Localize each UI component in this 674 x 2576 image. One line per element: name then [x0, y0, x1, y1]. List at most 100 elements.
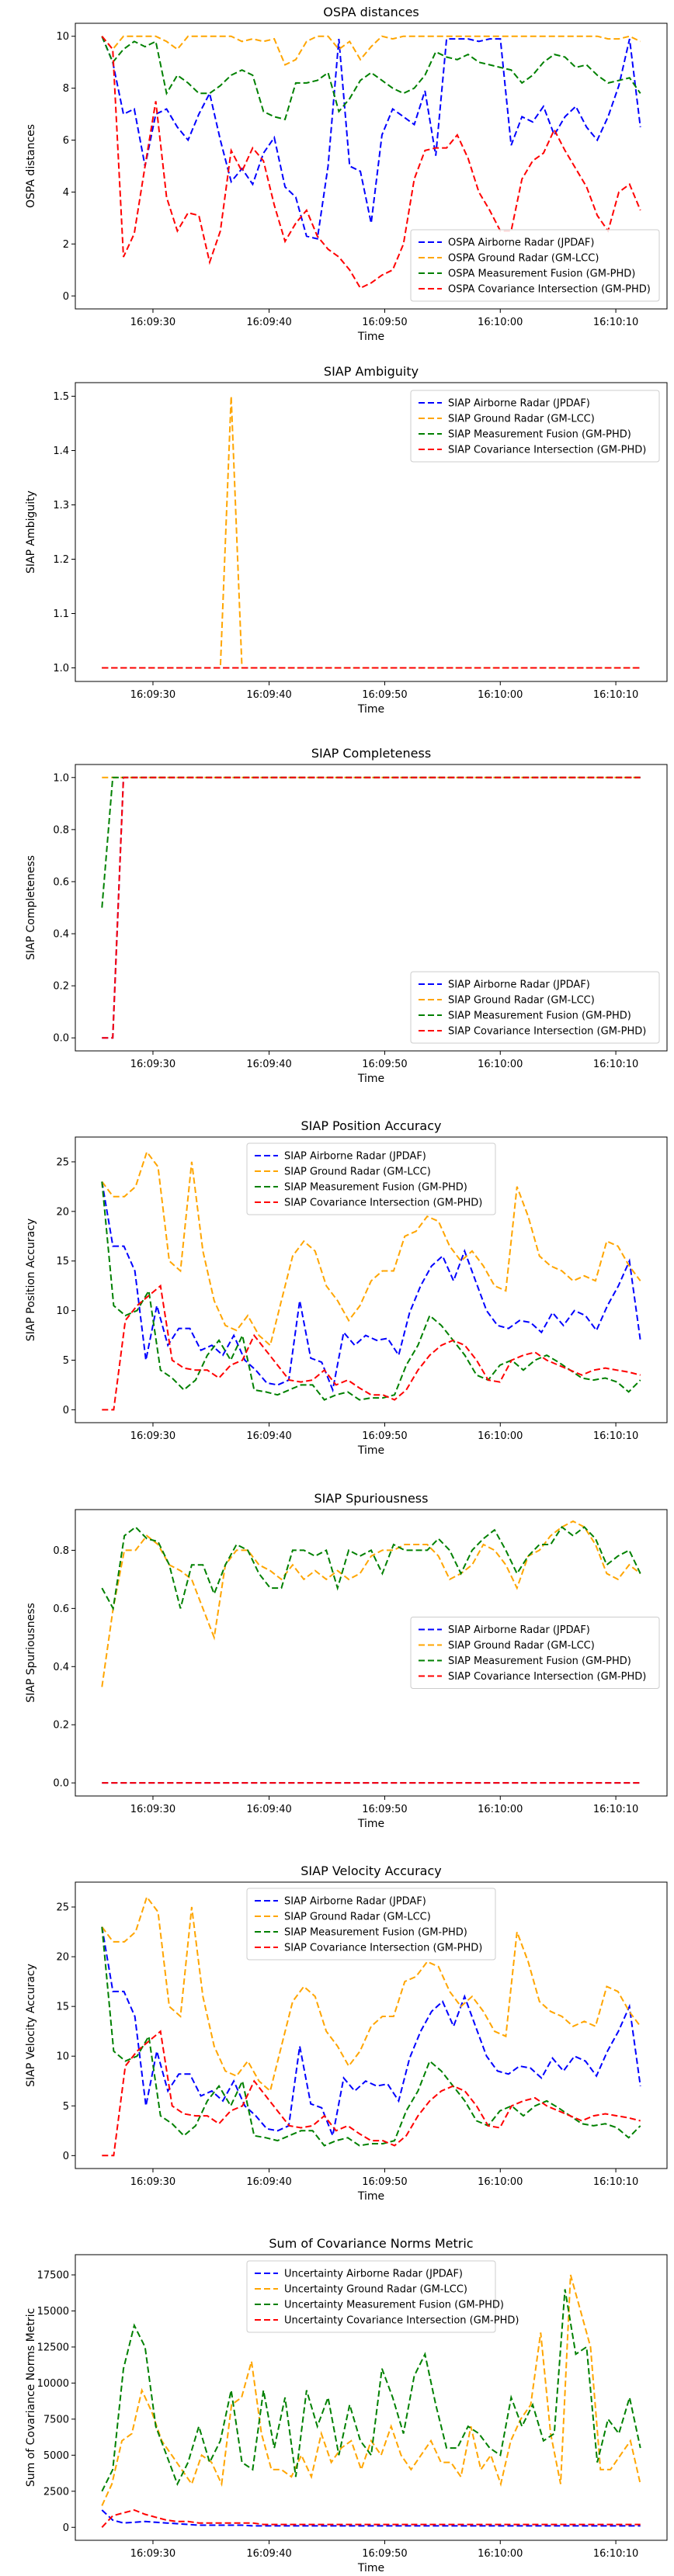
legend-entry: Uncertainty Airborne Radar (JPDAF) [284, 2269, 463, 2280]
x-axis-label: Time [357, 2562, 384, 2574]
legend-entry: OSPA Measurement Fusion (GM-PHD) [448, 269, 635, 280]
legend-entry: SIAP Covariance Intersection (GM-PHD) [448, 445, 646, 456]
x-tick-label: 16:09:40 [246, 689, 291, 701]
x-tick-label: 16:10:10 [593, 317, 638, 328]
y-tick-label: 0 [63, 2522, 69, 2534]
x-tick-label: 16:09:40 [246, 1059, 291, 1070]
x-tick-label: 16:09:50 [362, 1804, 407, 1815]
chart-title: SIAP Ambiguity [324, 364, 419, 379]
y-tick-label: 25 [56, 1156, 69, 1168]
x-tick-label: 16:09:30 [130, 1430, 175, 1442]
chart-title: Sum of Covariance Norms Metric [269, 2236, 473, 2251]
y-tick-label: 2 [63, 239, 69, 251]
legend-entry: OSPA Airborne Radar (JPDAF) [448, 237, 594, 249]
x-tick-label: 16:09:50 [362, 1059, 407, 1070]
y-tick-label: 5000 [43, 2450, 69, 2462]
y-axis-label: SIAP Position Accuracy [25, 1219, 37, 1341]
x-axis-label: Time [357, 1073, 384, 1085]
x-tick-label: 16:09:30 [130, 317, 175, 328]
y-tick-label: 1.1 [53, 608, 69, 620]
y-axis-label: SIAP Completeness [25, 855, 37, 960]
series-line-uncertainty-measurement-fusion-gm-phd [101, 2289, 641, 2492]
legend-entry: Uncertainty Measurement Fusion (GM-PHD) [284, 2300, 504, 2311]
x-tick-label: 16:10:00 [478, 1804, 523, 1815]
y-tick-label: 15000 [37, 2306, 69, 2318]
y-tick-label: 0.4 [53, 1662, 69, 1673]
y-tick-label: 25 [56, 1902, 69, 1914]
series-line-uncertainty-ground-radar-gm-lcc [101, 2274, 641, 2506]
series-line-siap-covariance-intersection-gm-phd [102, 776, 641, 1039]
y-tick-label: 0.0 [53, 1033, 69, 1045]
x-tick-label: 16:10:10 [593, 1430, 638, 1442]
x-tick-label: 16:09:40 [246, 317, 291, 328]
legend-entry: SIAP Ground Radar (GM-LCC) [448, 1640, 595, 1652]
legend-entry: SIAP Measurement Fusion (GM-PHD) [448, 1656, 631, 1667]
y-tick-label: 0 [63, 291, 69, 303]
x-tick-label: 16:09:30 [130, 689, 175, 701]
legend-entry: OSPA Covariance Intersection (GM-PHD) [448, 284, 651, 296]
y-tick-label: 0.2 [53, 1720, 69, 1732]
y-tick-label: 6 [63, 135, 69, 147]
legend: SIAP Airborne Radar (JPDAF) SIAP Ground R… [410, 390, 660, 463]
series-line-siap-airborne-radar-jpdaf [101, 1926, 641, 2139]
y-tick-label: 15 [56, 2002, 69, 2013]
y-tick-label: 2500 [43, 2486, 69, 2498]
x-axis-label: Time [357, 2190, 384, 2203]
x-tick-label: 16:10:10 [593, 2176, 638, 2188]
x-tick-label: 16:10:00 [478, 317, 523, 328]
legend-entry: SIAP Ground Radar (GM-LCC) [448, 414, 595, 425]
legend-entry: SIAP Measurement Fusion (GM-PHD) [284, 1927, 467, 1939]
legend-entry: SIAP Ground Radar (GM-LCC) [448, 995, 595, 1007]
y-tick-label: 1.3 [53, 500, 69, 511]
y-axis-label: Sum of Covariance Norms Metric [25, 2308, 37, 2487]
x-tick-label: 16:10:10 [593, 1804, 638, 1815]
x-tick-label: 16:10:10 [593, 689, 638, 701]
chart-siap-completeness: SIAP Completeness 0.0 0.2 0.4 0.6 0.8 1.0 16:09… [25, 746, 668, 1085]
legend-entry: SIAP Airborne Radar (JPDAF) [284, 1896, 426, 1908]
y-tick-label: 4 [63, 187, 69, 199]
y-tick-label: 1.2 [53, 554, 69, 566]
x-tick-label: 16:09:30 [130, 1804, 175, 1815]
legend-entry: SIAP Covariance Intersection (GM-PHD) [448, 1671, 646, 1683]
y-tick-label: 20 [56, 1206, 69, 1218]
series-line-siap-airborne-radar-jpdaf [101, 1181, 641, 1393]
legend-box [246, 2260, 496, 2333]
y-tick-label: 12500 [37, 2342, 69, 2353]
y-axis-label: SIAP Velocity Accuracy [25, 1964, 37, 2087]
legend-entry: SIAP Ground Radar (GM-LCC) [284, 1912, 431, 1923]
legend-entry: OSPA Ground Radar (GM-LCC) [448, 253, 599, 265]
x-tick-label: 16:09:30 [130, 2548, 175, 2560]
x-tick-label: 16:10:10 [593, 2548, 638, 2560]
x-tick-label: 16:09:50 [362, 2548, 407, 2560]
chart-title: SIAP Velocity Accuracy [301, 1864, 441, 1878]
chart-siap-spuriousness: SIAP Spuriousness 0.0 0.2 0.4 0.6 0.8 16:09:30… [25, 1491, 668, 1830]
x-axis-label: Time [357, 1444, 384, 1457]
legend: OSPA Airborne Radar (JPDAF) OSPA Ground R… [410, 229, 660, 302]
y-tick-label: 0.6 [53, 876, 69, 888]
y-axis-label: SIAP Ambiguity [25, 491, 37, 574]
series-line-ospa-covariance-intersection-gm-phd [101, 36, 641, 289]
y-axis-label: SIAP Spuriousness [25, 1603, 37, 1703]
series-line-uncertainty-covariance-intersection-gm-phd [101, 2508, 641, 2528]
x-tick-label: 16:10:00 [478, 1059, 523, 1070]
y-axis-label: OSPA distances [25, 124, 37, 208]
chart-title: SIAP Position Accuracy [301, 1118, 442, 1133]
y-tick-label: 20 [56, 1952, 69, 1964]
y-tick-label: 0.4 [53, 929, 69, 941]
y-tick-label: 17500 [37, 2270, 69, 2282]
x-tick-label: 16:09:50 [362, 317, 407, 328]
legend-entry: SIAP Airborne Radar (JPDAF) [284, 1151, 426, 1163]
series-line-ospa-airborne-radar-jpdaf [101, 36, 641, 240]
legend-entry: SIAP Ground Radar (GM-LCC) [284, 1167, 431, 1178]
y-tick-label: 0.6 [53, 1603, 69, 1615]
legend-entry: Uncertainty Ground Radar (GM-LCC) [284, 2284, 467, 2296]
legend: SIAP Airborne Radar (JPDAF) SIAP Ground R… [246, 1142, 496, 1215]
legend: SIAP Airborne Radar (JPDAF) SIAP Ground R… [246, 1888, 496, 1961]
chart-title: SIAP Spuriousness [314, 1491, 429, 1506]
legend-box [410, 1617, 660, 1689]
x-tick-label: 16:09:50 [362, 2176, 407, 2188]
series-line-siap-ground-radar-gm-lcc [101, 1150, 641, 1347]
x-tick-label: 16:10:00 [478, 689, 523, 701]
legend-box [246, 1888, 496, 1961]
